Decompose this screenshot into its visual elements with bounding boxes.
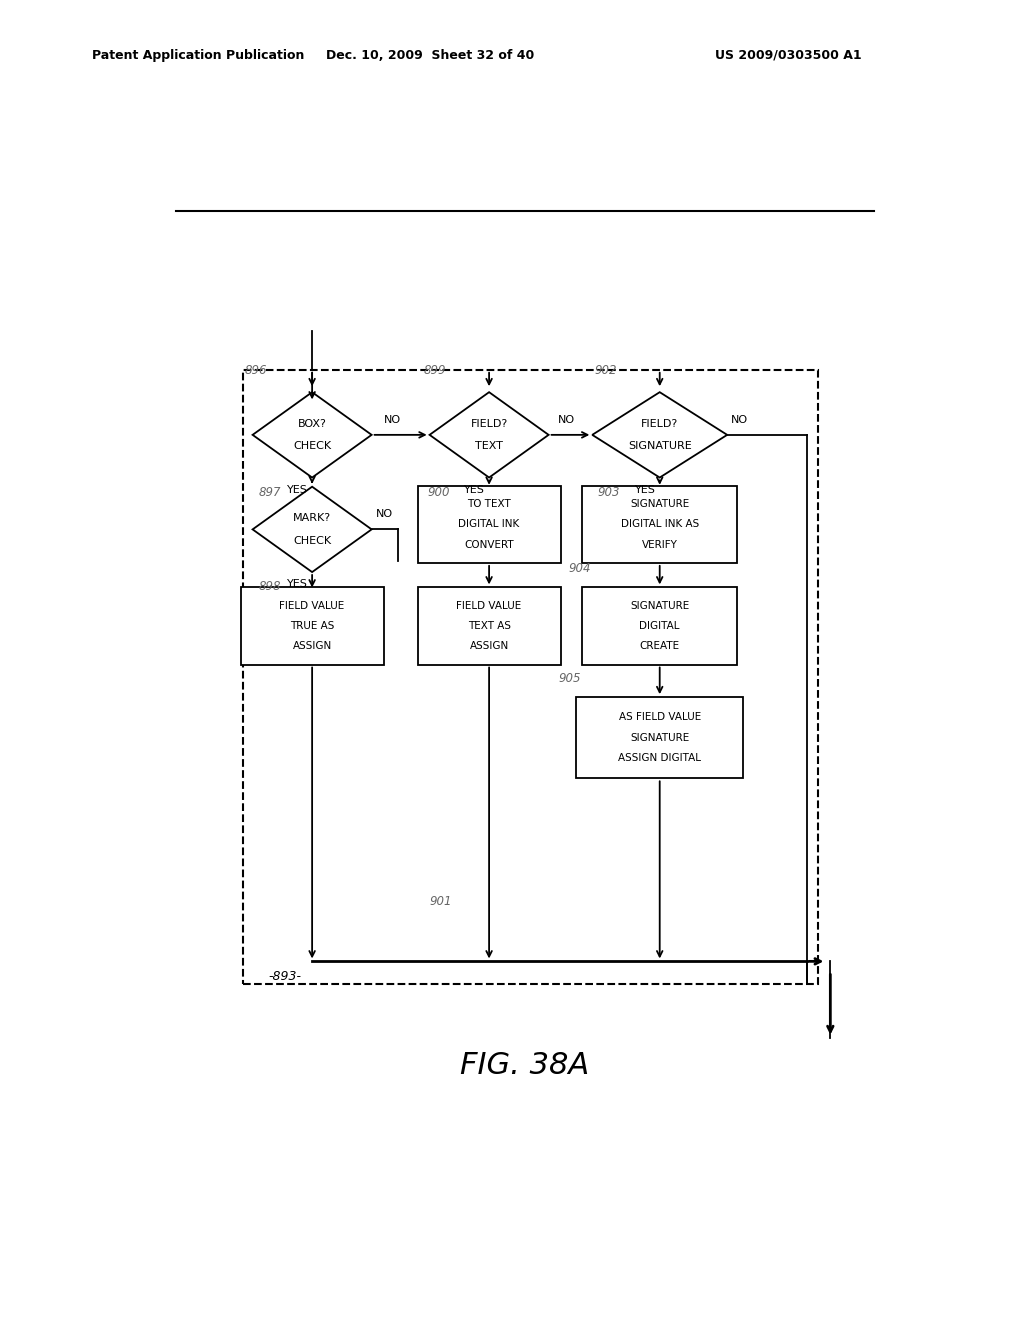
Text: YES: YES (288, 484, 308, 495)
Text: TRUE AS: TRUE AS (290, 620, 334, 631)
Text: YES: YES (464, 484, 485, 495)
Text: NO: NO (558, 414, 575, 425)
Text: SIGNATURE: SIGNATURE (628, 441, 691, 451)
Bar (418, 587, 560, 664)
Text: 904: 904 (568, 562, 591, 576)
Bar (582, 486, 737, 562)
Bar (418, 486, 560, 562)
Text: SIGNATURE: SIGNATURE (630, 733, 689, 743)
Text: TEXT AS: TEXT AS (468, 620, 511, 631)
Bar (577, 697, 743, 779)
Text: 898: 898 (258, 581, 281, 594)
Text: DIGITAL: DIGITAL (639, 620, 680, 631)
Text: CHECK: CHECK (293, 441, 331, 451)
Text: 900: 900 (427, 486, 450, 499)
Text: FIELD VALUE: FIELD VALUE (280, 601, 345, 611)
Text: YES: YES (635, 484, 655, 495)
Text: NO: NO (384, 414, 401, 425)
Text: -893-: -893- (268, 970, 301, 982)
Text: YES: YES (288, 579, 308, 589)
Text: NO: NO (731, 414, 749, 425)
Text: DIGITAL INK AS: DIGITAL INK AS (621, 519, 698, 529)
Text: SIGNATURE: SIGNATURE (630, 601, 689, 611)
Polygon shape (253, 487, 372, 572)
Text: ASSIGN: ASSIGN (469, 642, 509, 651)
Text: SIGNATURE: SIGNATURE (630, 499, 689, 510)
Text: 899: 899 (424, 364, 446, 378)
Bar (582, 587, 737, 664)
Text: 902: 902 (595, 364, 617, 378)
Text: 897: 897 (258, 486, 281, 499)
Bar (241, 587, 384, 664)
Polygon shape (253, 392, 372, 478)
Text: MARK?: MARK? (293, 513, 331, 523)
Text: 896: 896 (245, 364, 267, 378)
Text: US 2009/0303500 A1: US 2009/0303500 A1 (715, 49, 862, 62)
Text: 905: 905 (558, 672, 581, 685)
Text: 903: 903 (598, 486, 621, 499)
Text: AS FIELD VALUE: AS FIELD VALUE (618, 713, 700, 722)
Text: 901: 901 (430, 895, 452, 908)
Text: CONVERT: CONVERT (464, 540, 514, 549)
Text: ASSIGN: ASSIGN (293, 642, 332, 651)
Bar (243, 370, 818, 983)
Text: TO TEXT: TO TEXT (467, 499, 511, 510)
Polygon shape (592, 392, 727, 478)
Polygon shape (430, 392, 549, 478)
Text: ASSIGN DIGITAL: ASSIGN DIGITAL (618, 754, 701, 763)
Text: FIELD?: FIELD? (641, 418, 678, 429)
Text: FIELD?: FIELD? (470, 418, 508, 429)
Text: FIELD VALUE: FIELD VALUE (457, 601, 521, 611)
Text: NO: NO (376, 510, 393, 519)
Text: Patent Application Publication: Patent Application Publication (92, 49, 304, 62)
Text: DIGITAL INK: DIGITAL INK (459, 519, 520, 529)
Text: CREATE: CREATE (640, 642, 680, 651)
Text: CHECK: CHECK (293, 536, 331, 545)
Text: TEXT: TEXT (475, 441, 503, 451)
Text: BOX?: BOX? (298, 418, 327, 429)
Text: Dec. 10, 2009  Sheet 32 of 40: Dec. 10, 2009 Sheet 32 of 40 (326, 49, 535, 62)
Text: VERIFY: VERIFY (642, 540, 678, 549)
Text: FIG. 38A: FIG. 38A (460, 1051, 590, 1080)
